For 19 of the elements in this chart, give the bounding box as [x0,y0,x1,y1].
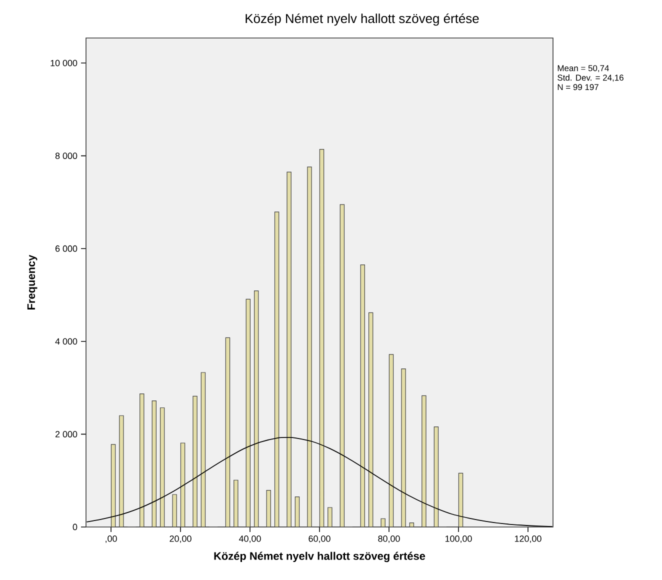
y-tick-label: 10 000 [50,60,78,66]
text: Mean = 50,74 [558,65,609,72]
x-tick-label: 40,00 [239,536,261,543]
x-tick-label: 80,00 [378,536,400,543]
y-tick-label: 6 000 [56,245,78,252]
y-tick-label: 8 000 [55,152,78,160]
x-axis-title: Közép Német nyelv hallott szöveg értése [214,552,426,562]
text: N = 99 197 [558,84,598,90]
y-axis-title: Frequency [27,254,38,310]
y-tick-label: 4 000 [55,338,78,345]
x-tick-label: 120,00 [514,536,542,543]
y-tick-label: 2 000 [56,431,78,438]
x-tick-label: ,00 [106,536,117,543]
y-tick-label: 0 [72,524,78,530]
x-tick-label: 20,00 [170,536,192,543]
x-tick-label: 100,00 [445,536,472,543]
text: Std. Dev. = 24,16 [558,74,624,82]
x-tick-label: 60,00 [308,536,330,543]
chart-title: Közép Német nyelv hallott szöveg értése [246,13,479,26]
